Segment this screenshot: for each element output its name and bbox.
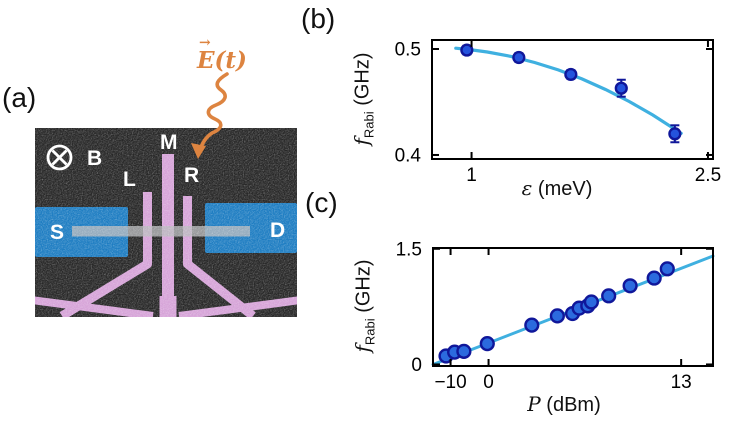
x-tick-label: 13 <box>671 372 692 393</box>
data-point-c <box>601 288 617 304</box>
plot-c-xlabel: P (dBm) <box>527 392 601 416</box>
data-point-c <box>646 270 662 286</box>
data-point-b <box>564 67 578 82</box>
gate-r-label: R <box>184 164 199 187</box>
arrowhead-icon <box>191 143 206 159</box>
efield-annotation: → E(t) <box>197 35 247 74</box>
plot-c-canvas: −10 0 13 0 1.5 <box>396 239 715 393</box>
drain-label: D <box>270 219 285 242</box>
squiggle-shaft <box>199 72 229 149</box>
plot-b-ylabel: fRabi (GHz) <box>349 52 377 146</box>
fit-b-line <box>454 46 683 135</box>
x-tick-label: 2.5 <box>695 165 721 186</box>
panel-b-letter: (b) <box>301 3 336 34</box>
data-point-c <box>524 317 540 333</box>
panel-a-letter: (a) <box>2 82 37 113</box>
b-field-label: B <box>87 147 102 170</box>
x-tick-label: 1 <box>466 165 477 186</box>
efield-vector-symbol: → E <box>197 35 215 74</box>
device-labels: B M L R S D <box>50 131 285 244</box>
data-point-b <box>668 127 682 141</box>
plot-c-frame <box>432 247 714 367</box>
panel-c-letter: (c) <box>305 187 338 218</box>
data-point-c <box>479 336 495 352</box>
source-label: S <box>50 221 64 244</box>
data-point-c <box>583 294 599 310</box>
plot-b-xlabel: ε (meV) <box>521 176 593 200</box>
y-tick-label: 1.5 <box>396 239 422 260</box>
data-point-c <box>549 308 565 324</box>
plot-b-canvas: 1 2.5 0.4 0.5 <box>395 39 721 186</box>
data-point-c <box>456 343 472 359</box>
data-point-b <box>614 81 628 95</box>
data-point-c <box>659 261 675 277</box>
y-tick-label: 0.4 <box>395 145 422 166</box>
microwave-squiggle-arrow <box>191 72 229 159</box>
data-point-c <box>622 278 638 294</box>
b-field-into-page-icon <box>46 144 73 171</box>
gate-l-label: L <box>123 168 136 191</box>
plot-b-frame <box>431 39 714 160</box>
x-tick-label: −10 <box>434 372 466 393</box>
data-point-b <box>460 43 474 57</box>
vector-arrow-icon: → <box>199 35 211 51</box>
y-tick-label: 0.5 <box>395 40 421 61</box>
sem-noise-overlay <box>35 128 297 317</box>
gate-m-label: M <box>160 131 178 154</box>
x-tick-label: 0 <box>483 372 494 393</box>
data-point-b <box>512 50 526 65</box>
y-tick-label: 0 <box>411 355 422 376</box>
device-micrograph: B M L R S D <box>35 128 297 317</box>
plot-c-ylabel: fRabi (GHz) <box>350 259 378 353</box>
